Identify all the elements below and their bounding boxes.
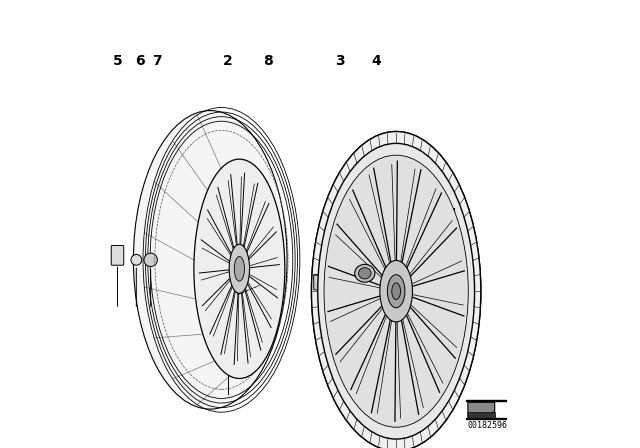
Text: 8: 8: [264, 54, 273, 68]
Bar: [468, 412, 495, 418]
Ellipse shape: [392, 283, 401, 299]
Ellipse shape: [355, 264, 375, 282]
Ellipse shape: [387, 275, 405, 308]
Ellipse shape: [324, 155, 468, 427]
Text: 7: 7: [152, 54, 161, 68]
Circle shape: [144, 253, 157, 267]
Ellipse shape: [234, 257, 244, 281]
Ellipse shape: [229, 244, 250, 293]
FancyBboxPatch shape: [111, 246, 124, 265]
Ellipse shape: [133, 111, 287, 409]
Text: 00182596: 00182596: [468, 421, 508, 430]
Ellipse shape: [194, 159, 285, 379]
FancyBboxPatch shape: [314, 275, 326, 290]
Bar: [466, 400, 506, 401]
Text: 1: 1: [447, 215, 457, 229]
Text: 6: 6: [135, 54, 145, 68]
Polygon shape: [468, 402, 495, 418]
Bar: [466, 418, 506, 419]
Text: 3: 3: [335, 54, 345, 68]
Ellipse shape: [318, 143, 475, 439]
Text: 2: 2: [223, 54, 233, 68]
Text: 1: 1: [447, 207, 458, 223]
FancyBboxPatch shape: [253, 277, 264, 290]
Ellipse shape: [358, 268, 371, 279]
Text: 5: 5: [113, 54, 122, 68]
Ellipse shape: [380, 260, 412, 322]
Circle shape: [131, 254, 141, 265]
Text: 4: 4: [371, 54, 381, 68]
Ellipse shape: [312, 132, 481, 448]
